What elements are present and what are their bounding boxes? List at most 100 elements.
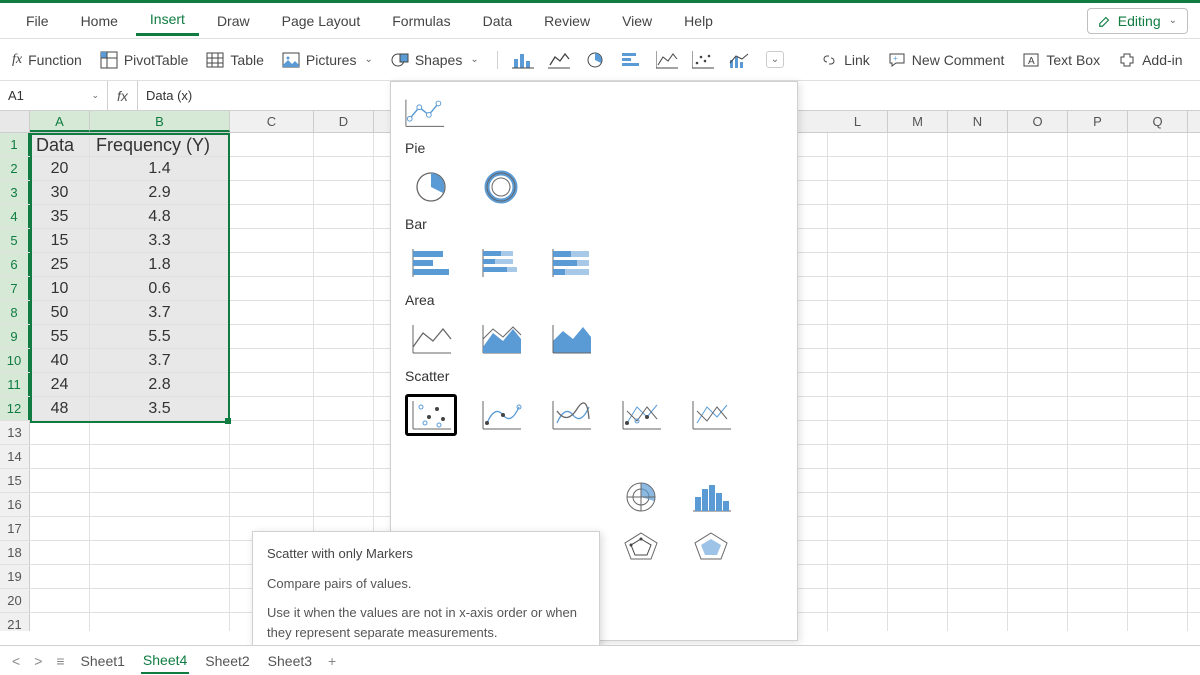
cell-P20[interactable] — [1068, 589, 1128, 612]
col-header-N[interactable]: N — [948, 111, 1008, 132]
cell-Q11[interactable] — [1128, 373, 1188, 396]
cell-Q18[interactable] — [1128, 541, 1188, 564]
sheet-tab-sheet1[interactable]: Sheet1 — [79, 649, 127, 673]
row-header-15[interactable]: 15 — [0, 469, 30, 492]
cell-B3[interactable]: 2.9 — [90, 181, 230, 204]
cell-O5[interactable] — [1008, 229, 1068, 252]
cell-C2[interactable] — [230, 157, 314, 180]
pie-option[interactable] — [405, 166, 457, 208]
cell-A20[interactable] — [30, 589, 90, 612]
cell-N15[interactable] — [948, 469, 1008, 492]
cell-Q6[interactable] — [1128, 253, 1188, 276]
select-all-corner[interactable] — [0, 111, 30, 132]
cell-C10[interactable] — [230, 349, 314, 372]
cell-B19[interactable] — [90, 565, 230, 588]
cell-M12[interactable] — [888, 397, 948, 420]
cell-M10[interactable] — [888, 349, 948, 372]
sheet-prev[interactable]: < — [12, 653, 20, 669]
cell-O11[interactable] — [1008, 373, 1068, 396]
cell-M13[interactable] — [888, 421, 948, 444]
cell-L5[interactable] — [828, 229, 888, 252]
cell-A13[interactable] — [30, 421, 90, 444]
col-header-M[interactable]: M — [888, 111, 948, 132]
cell-P17[interactable] — [1068, 517, 1128, 540]
scatter-lines-option[interactable] — [615, 394, 667, 436]
more-charts-button[interactable]: ⌄ — [766, 51, 784, 68]
cell-Q14[interactable] — [1128, 445, 1188, 468]
row-header-9[interactable]: 9 — [0, 325, 30, 348]
col-header-B[interactable]: B — [90, 111, 230, 132]
cell-Q1[interactable] — [1128, 133, 1188, 156]
cell-L21[interactable] — [828, 613, 888, 631]
sheet-tab-sheet4[interactable]: Sheet4 — [141, 648, 189, 674]
row-header-19[interactable]: 19 — [0, 565, 30, 588]
cell-O21[interactable] — [1008, 613, 1068, 631]
cell-O14[interactable] — [1008, 445, 1068, 468]
row-header-16[interactable]: 16 — [0, 493, 30, 516]
cell-D8[interactable] — [314, 301, 374, 324]
cell-A16[interactable] — [30, 493, 90, 516]
cell-L13[interactable] — [828, 421, 888, 444]
cell-A14[interactable] — [30, 445, 90, 468]
cell-O18[interactable] — [1008, 541, 1068, 564]
cell-B5[interactable]: 3.3 — [90, 229, 230, 252]
cell-A6[interactable]: 25 — [30, 253, 90, 276]
cell-D12[interactable] — [314, 397, 374, 420]
tab-insert[interactable]: Insert — [136, 5, 199, 36]
tab-file[interactable]: File — [12, 7, 63, 35]
radar2-option[interactable] — [615, 526, 667, 568]
cell-N20[interactable] — [948, 589, 1008, 612]
cell-L18[interactable] — [828, 541, 888, 564]
cell-C4[interactable] — [230, 205, 314, 228]
cell-B13[interactable] — [90, 421, 230, 444]
col-header-A[interactable]: A — [30, 111, 90, 132]
cell-P8[interactable] — [1068, 301, 1128, 324]
row-header-3[interactable]: 3 — [0, 181, 30, 204]
cell-P5[interactable] — [1068, 229, 1128, 252]
cell-O17[interactable] — [1008, 517, 1068, 540]
bar-100-option[interactable] — [545, 242, 597, 284]
cell-D2[interactable] — [314, 157, 374, 180]
cell-L11[interactable] — [828, 373, 888, 396]
cell-N5[interactable] — [948, 229, 1008, 252]
cell-L1[interactable] — [828, 133, 888, 156]
cell-L19[interactable] — [828, 565, 888, 588]
row-header-6[interactable]: 6 — [0, 253, 30, 276]
cell-N3[interactable] — [948, 181, 1008, 204]
cell-O20[interactable] — [1008, 589, 1068, 612]
cell-N6[interactable] — [948, 253, 1008, 276]
cell-C7[interactable] — [230, 277, 314, 300]
pictures-button[interactable]: Pictures ⌄ — [282, 51, 373, 69]
cell-C5[interactable] — [230, 229, 314, 252]
cell-A11[interactable]: 24 — [30, 373, 90, 396]
cell-O1[interactable] — [1008, 133, 1068, 156]
cell-B2[interactable]: 1.4 — [90, 157, 230, 180]
cell-P7[interactable] — [1068, 277, 1128, 300]
cell-A21[interactable] — [30, 613, 90, 631]
cell-L15[interactable] — [828, 469, 888, 492]
cell-O6[interactable] — [1008, 253, 1068, 276]
cell-M3[interactable] — [888, 181, 948, 204]
cell-A7[interactable]: 10 — [30, 277, 90, 300]
cell-C14[interactable] — [230, 445, 314, 468]
cell-O9[interactable] — [1008, 325, 1068, 348]
tab-data[interactable]: Data — [469, 7, 527, 35]
cell-N8[interactable] — [948, 301, 1008, 324]
cell-M15[interactable] — [888, 469, 948, 492]
cell-P19[interactable] — [1068, 565, 1128, 588]
pivottable-button[interactable]: PivotTable — [100, 51, 189, 69]
cell-M1[interactable] — [888, 133, 948, 156]
cell-B16[interactable] — [90, 493, 230, 516]
cell-M16[interactable] — [888, 493, 948, 516]
row-header-18[interactable]: 18 — [0, 541, 30, 564]
row-header-14[interactable]: 14 — [0, 445, 30, 468]
row-header-11[interactable]: 11 — [0, 373, 30, 396]
fx-icon[interactable]: fx — [108, 81, 138, 110]
cell-N9[interactable] — [948, 325, 1008, 348]
col-header-Q[interactable]: Q — [1128, 111, 1188, 132]
cell-L12[interactable] — [828, 397, 888, 420]
bar-chart-icon[interactable] — [620, 51, 642, 69]
tab-help[interactable]: Help — [670, 7, 727, 35]
cell-Q3[interactable] — [1128, 181, 1188, 204]
cell-B18[interactable] — [90, 541, 230, 564]
